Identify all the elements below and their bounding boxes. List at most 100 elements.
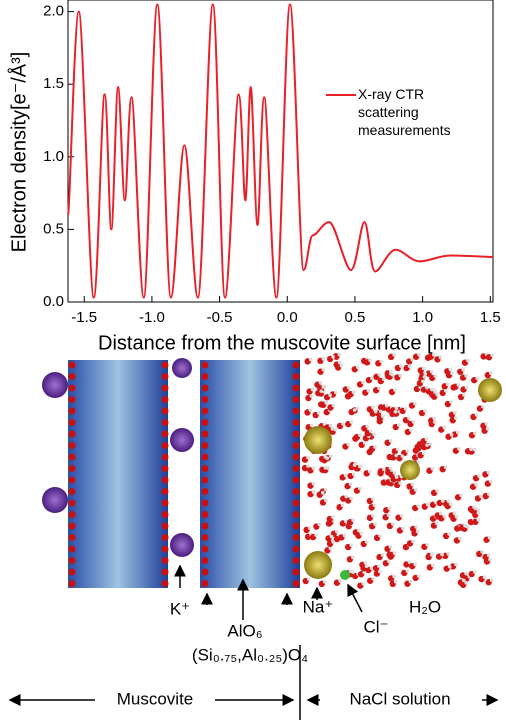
oxygen-atom xyxy=(292,396,300,403)
y-tick-label: 1.0 xyxy=(43,148,64,165)
hydrogen-atom xyxy=(307,526,312,530)
hydrogen-atom xyxy=(337,360,342,365)
oxygen-atom xyxy=(201,419,209,426)
hydrogen-atom xyxy=(328,423,333,428)
hydrogen-atom xyxy=(479,494,483,499)
hydrogen-atom xyxy=(490,353,494,357)
hydrogen-atom xyxy=(389,372,393,376)
hydrogen-atom xyxy=(391,522,395,526)
hydrogen-atom xyxy=(430,387,434,392)
hydrogen-atom xyxy=(362,441,367,445)
hydrogen-atom xyxy=(331,355,335,359)
oxygen-atom xyxy=(161,545,169,553)
oxygen-atom xyxy=(161,453,169,461)
hydrogen-atom xyxy=(475,376,480,380)
hydrogen-atom xyxy=(423,409,427,413)
hydrogen-atom xyxy=(424,437,429,442)
oxygen-atom xyxy=(161,361,169,369)
hydrogen-atom xyxy=(372,503,377,508)
hydrogen-atom xyxy=(489,479,493,484)
hydrogen-atom xyxy=(387,506,392,511)
oxygen-atom xyxy=(201,442,209,449)
hydrogen-atom xyxy=(438,355,443,360)
hydrogen-atom xyxy=(453,416,458,420)
hydrogen-atom xyxy=(425,385,429,390)
hydrogen-atom xyxy=(369,566,374,570)
hydrogen-atom xyxy=(476,518,481,522)
structure-image xyxy=(42,352,502,590)
oxygen-atom xyxy=(292,568,300,576)
hydrogen-atom xyxy=(328,393,332,398)
hydrogen-atom xyxy=(340,503,345,508)
oxygen-atom xyxy=(292,373,300,380)
hydrogen-atom xyxy=(393,580,398,584)
hydrogen-atom xyxy=(320,490,325,495)
hydrogen-atom xyxy=(324,401,328,405)
hydrogen-atom xyxy=(388,545,393,549)
oxygen-atom xyxy=(68,396,76,403)
hydrogen-atom xyxy=(487,535,492,540)
hydrogen-atom xyxy=(456,430,460,435)
hydrogen-atom xyxy=(472,447,477,452)
hydrogen-atom xyxy=(432,352,436,357)
hydrogen-atom xyxy=(394,406,399,411)
oxygen-atom xyxy=(161,465,169,472)
mica-layer xyxy=(68,360,168,588)
oxygen-atom xyxy=(161,442,169,449)
hydrogen-atom xyxy=(351,518,355,522)
oxygen-atom xyxy=(292,430,300,438)
hydrogen-atom xyxy=(429,369,434,374)
hydrogen-atom xyxy=(454,514,459,519)
oxygen-atom xyxy=(161,407,169,415)
hydrogen-atom xyxy=(352,463,357,467)
hydrogen-atom xyxy=(458,536,462,541)
hydrogen-atom xyxy=(410,482,415,487)
hydrogen-atom xyxy=(459,493,463,498)
oxygen-atom xyxy=(201,522,209,530)
hydrogen-atom xyxy=(432,420,437,424)
hydrogen-atom xyxy=(429,553,434,557)
hydrogen-atom xyxy=(352,408,357,412)
hydrogen-atom xyxy=(461,578,466,583)
hydrogen-atom xyxy=(461,367,466,372)
x-tick-label: -1.0 xyxy=(139,309,165,326)
hydrogen-atom xyxy=(396,423,401,427)
hydrogen-atom xyxy=(435,489,439,493)
data-line xyxy=(68,4,493,297)
x-tick-label: 1.5 xyxy=(480,309,501,326)
hydrogen-atom xyxy=(318,380,323,385)
oxygen-atom xyxy=(68,453,76,461)
oxygen-atom xyxy=(161,476,169,484)
hydrogen-atom xyxy=(486,553,491,557)
hydrogen-atom xyxy=(355,406,360,411)
label-h2o: H₂O xyxy=(409,597,441,616)
hydrogen-atom xyxy=(415,529,420,534)
hydrogen-atom xyxy=(316,411,321,415)
hydrogen-atom xyxy=(308,408,313,413)
x-tick-label: -0.5 xyxy=(207,309,233,326)
hydrogen-atom xyxy=(400,454,405,458)
oxygen-atom xyxy=(201,384,209,392)
oxygen-atom xyxy=(292,476,300,484)
oxygen-atom xyxy=(68,557,76,564)
hydrogen-atom xyxy=(328,546,333,551)
hydrogen-atom xyxy=(379,359,384,364)
oxygen-atom xyxy=(292,488,300,495)
na-ion xyxy=(304,426,332,454)
oxygen-atom xyxy=(68,568,76,576)
hydrogen-atom xyxy=(433,374,438,378)
hydrogen-atom xyxy=(365,424,370,429)
label-na: Na⁺ xyxy=(303,597,334,616)
oxygen-atom xyxy=(292,384,300,392)
hydrogen-atom xyxy=(442,514,447,519)
hydrogen-atom xyxy=(414,525,418,529)
hydrogen-atom xyxy=(349,496,354,501)
hydrogen-atom xyxy=(351,555,355,560)
hydrogen-atom xyxy=(472,570,477,574)
hydrogen-atom xyxy=(372,432,376,437)
hydrogen-atom xyxy=(377,564,381,568)
hydrogen-atom xyxy=(435,392,440,397)
hydrogen-atom xyxy=(378,534,382,538)
oxygen-atom xyxy=(161,373,169,380)
oxygen-atom xyxy=(292,407,300,415)
